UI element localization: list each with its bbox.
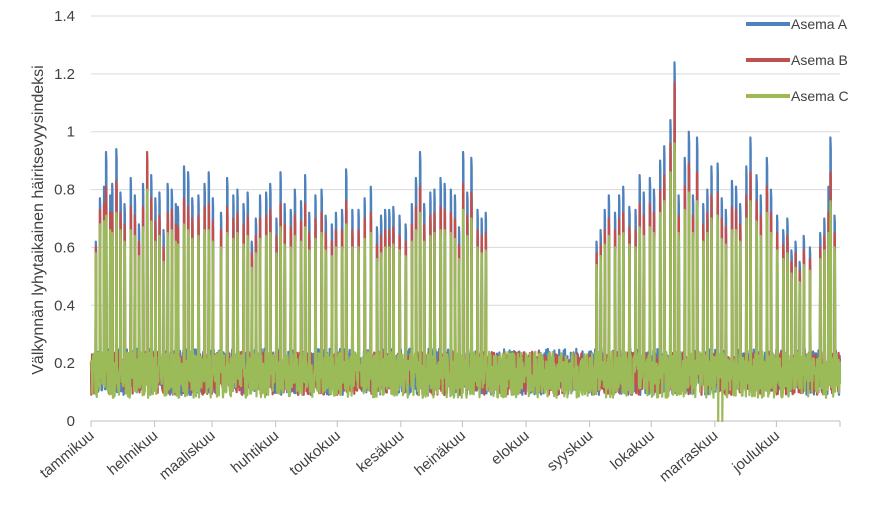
y-axis-label: Välkynnän lyhytaikainen häiritsevyysinde… bbox=[30, 65, 47, 375]
legend-label: Asema C bbox=[791, 88, 849, 104]
x-tick-label: kesäkuu bbox=[354, 427, 408, 476]
y-axis: 0 0.2 0.4 0.6 0.8 1 1.2 1.4 bbox=[54, 8, 75, 430]
x-tick-label: huhtikuu bbox=[228, 427, 282, 476]
x-tick-label: marraskuu bbox=[656, 427, 721, 486]
y-tick-label: 1 bbox=[67, 124, 75, 141]
x-tick-label: helmikuu bbox=[104, 427, 161, 479]
y-tick-label: 0.2 bbox=[54, 355, 75, 372]
y-tick-label: 0.4 bbox=[54, 297, 75, 314]
series-line-3 bbox=[90, 142, 842, 423]
x-tick-label: joulukuu bbox=[728, 427, 783, 477]
legend: Asema A Asema B Asema C bbox=[746, 16, 849, 104]
x-tick-label: heinäkuu bbox=[411, 427, 469, 479]
legend-label: Asema B bbox=[791, 52, 848, 68]
x-tick-label: elokuu bbox=[488, 427, 533, 468]
y-tick-label: 0.6 bbox=[54, 239, 75, 256]
y-tick-label: 0 bbox=[67, 413, 75, 430]
legend-label: Asema A bbox=[791, 16, 848, 32]
x-tick-label: syyskuu bbox=[544, 427, 596, 475]
y-tick-label: 1.2 bbox=[54, 66, 75, 83]
x-tick-label: toukokuu bbox=[286, 427, 344, 479]
x-tick-label: maaliskuu bbox=[156, 427, 219, 483]
plot-area bbox=[89, 61, 842, 423]
y-tick-label: 1.4 bbox=[54, 8, 75, 25]
y-tick-label: 0.8 bbox=[54, 182, 75, 199]
x-tick-label: tammikuu bbox=[37, 427, 98, 482]
x-tick-label: lokakuu bbox=[607, 427, 658, 473]
